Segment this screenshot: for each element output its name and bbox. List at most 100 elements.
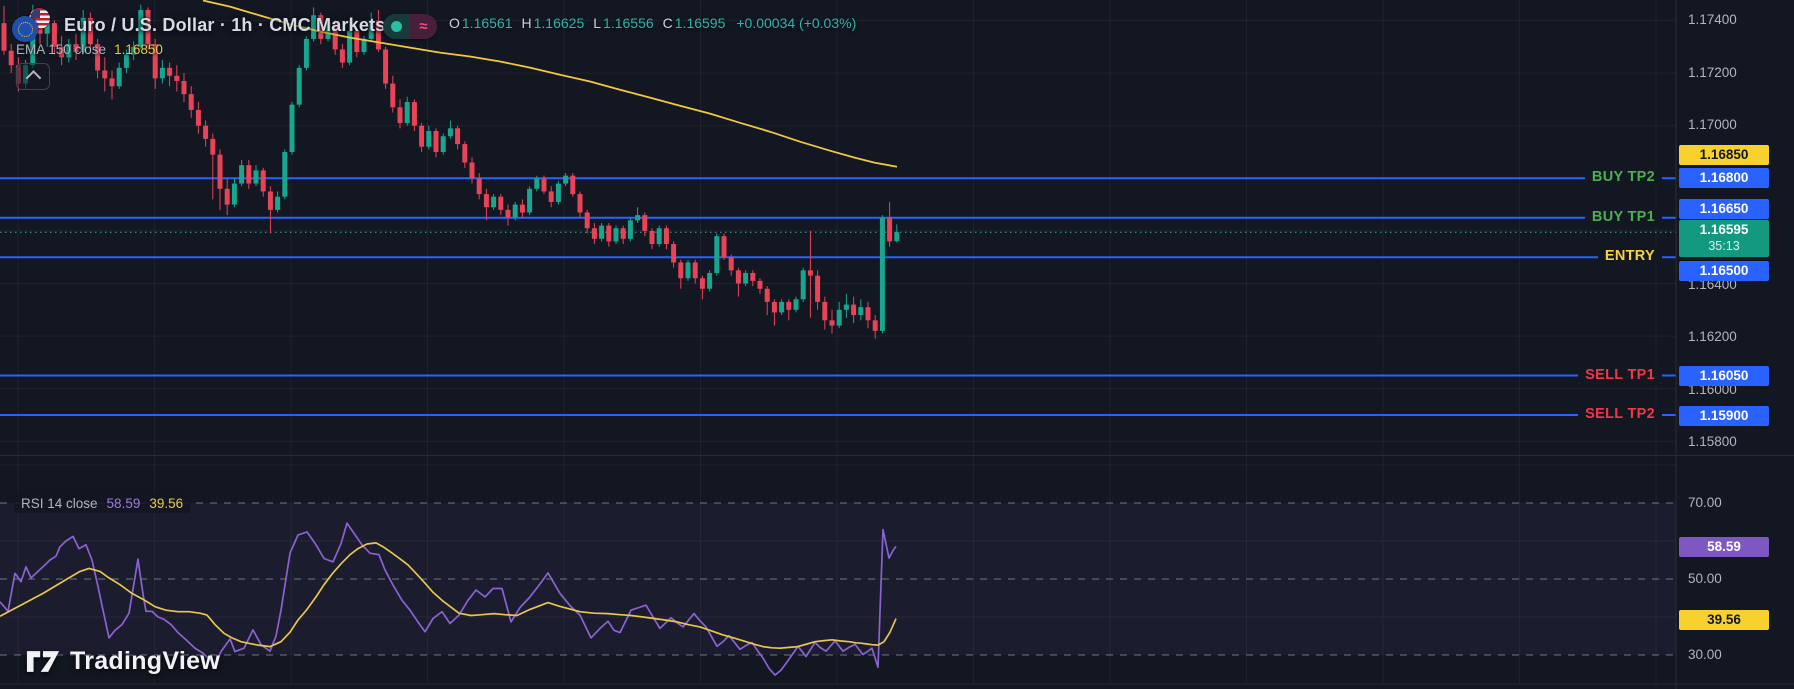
candle-body — [404, 102, 410, 124]
level-label-sell-tp2[interactable]: SELL TP2 — [1578, 404, 1662, 424]
level-label-buy-tp1[interactable]: BUY TP1 — [1584, 206, 1662, 227]
candle-body — [563, 175, 569, 184]
candle-body — [527, 188, 533, 213]
price-tick-label: 30.00 — [1688, 647, 1722, 662]
price-badge-1.16650: 1.16650 — [1679, 199, 1769, 219]
candle-body — [145, 9, 151, 45]
candle-body — [318, 15, 324, 39]
candle-body — [627, 220, 633, 239]
candle-body — [570, 175, 576, 195]
candle-body — [210, 138, 216, 155]
candle-body — [469, 162, 475, 179]
level-label-sell-tp1[interactable]: SELL TP1 — [1578, 364, 1662, 385]
candle-body — [289, 104, 295, 152]
symbol-header: Euro / U.S. Dollar · 1h · CMC Markets — [12, 8, 385, 42]
candle-body — [642, 215, 648, 231]
candle-body — [699, 278, 705, 289]
candle-body — [332, 23, 338, 50]
candle-body — [599, 225, 605, 239]
candle-body — [95, 44, 101, 71]
candle-body — [447, 128, 453, 137]
close-value: 1.16595 — [674, 15, 726, 31]
candle-body — [419, 125, 425, 147]
ema-legend: EMA 150 close 1.16850 — [16, 42, 163, 57]
ema-label: EMA 150 close — [16, 42, 107, 57]
candle-body — [786, 301, 792, 310]
collapse-indicators-button[interactable] — [16, 63, 50, 90]
visible-dot-icon — [391, 21, 402, 32]
candle-body — [80, 17, 86, 53]
candle-body — [44, 23, 50, 34]
candle-body — [743, 272, 749, 284]
change-value: +0.00034 (+0.03%) — [736, 15, 857, 31]
candle-body — [397, 107, 403, 124]
tradingview-logo[interactable]: TradingView — [26, 647, 220, 676]
candle-body — [123, 54, 129, 68]
candle-body — [764, 288, 770, 302]
price-badge-1.16850: 1.16850 — [1679, 145, 1769, 165]
candle-body — [275, 196, 281, 210]
level-label-entry[interactable]: ENTRY — [1597, 246, 1662, 267]
rsi-value: 58.59 — [106, 496, 141, 511]
candle-body — [361, 38, 367, 53]
low-value: 1.16556 — [603, 15, 654, 31]
candle-body — [282, 152, 288, 197]
candle-body — [822, 301, 828, 321]
candle-body — [815, 275, 821, 302]
candle-body — [591, 228, 597, 239]
visibility-off-segment[interactable]: ≈ — [410, 14, 437, 39]
candle-body — [750, 272, 756, 281]
candle-body — [779, 301, 785, 313]
candle-body — [663, 228, 669, 245]
candle-body — [728, 257, 734, 271]
candle-body — [829, 320, 835, 326]
candle-body — [793, 299, 799, 310]
candle-body — [174, 75, 180, 81]
candle-body — [339, 49, 345, 63]
price-badge-1.16500: 1.16500 — [1679, 261, 1769, 281]
candle-body — [231, 183, 237, 205]
candle-body — [224, 188, 230, 205]
candle-body — [1, 23, 7, 51]
candle-body — [66, 44, 72, 58]
indicator-visibility-toggle[interactable]: ≈ — [383, 14, 437, 39]
candle-body — [491, 196, 497, 208]
rsi-ma-value: 39.56 — [149, 496, 184, 511]
candle-body — [714, 236, 720, 273]
symbol-title[interactable]: Euro / U.S. Dollar · 1h · CMC Markets — [64, 14, 386, 35]
candle-body — [426, 130, 432, 147]
candle-body — [303, 38, 309, 68]
candle-body — [534, 178, 540, 189]
level-label-buy-tp2[interactable]: BUY TP2 — [1584, 167, 1662, 188]
candle-body — [606, 225, 612, 242]
price-tick-label: 1.16200 — [1688, 329, 1737, 344]
price-badge-1.15900: 1.15900 — [1679, 406, 1769, 426]
visibility-on-segment[interactable] — [383, 14, 410, 39]
candle-body — [246, 165, 252, 184]
candle-body — [138, 9, 144, 47]
candle-body — [217, 154, 223, 189]
candle-body — [879, 217, 885, 331]
candle-body — [181, 80, 187, 95]
approx-icon: ≈ — [419, 18, 428, 35]
price-badge-1.16050: 1.16050 — [1679, 366, 1769, 386]
candle-body — [505, 209, 511, 218]
candle-body — [498, 196, 504, 210]
candle-body — [613, 228, 619, 242]
candle-body — [836, 309, 842, 326]
candle-body — [656, 228, 662, 245]
open-value: 1.16561 — [461, 15, 513, 31]
ema-value: 1.16850 — [114, 42, 163, 57]
candle-body — [865, 307, 871, 321]
chevron-up-icon — [25, 70, 41, 86]
high-value: 1.16625 — [533, 15, 585, 31]
candle-body — [87, 17, 93, 45]
candle-body — [620, 228, 626, 239]
close-label: C — [662, 15, 673, 31]
countdown-timer: 35:13 — [1708, 238, 1740, 253]
candle-body — [800, 270, 806, 300]
candle-body — [685, 262, 691, 279]
